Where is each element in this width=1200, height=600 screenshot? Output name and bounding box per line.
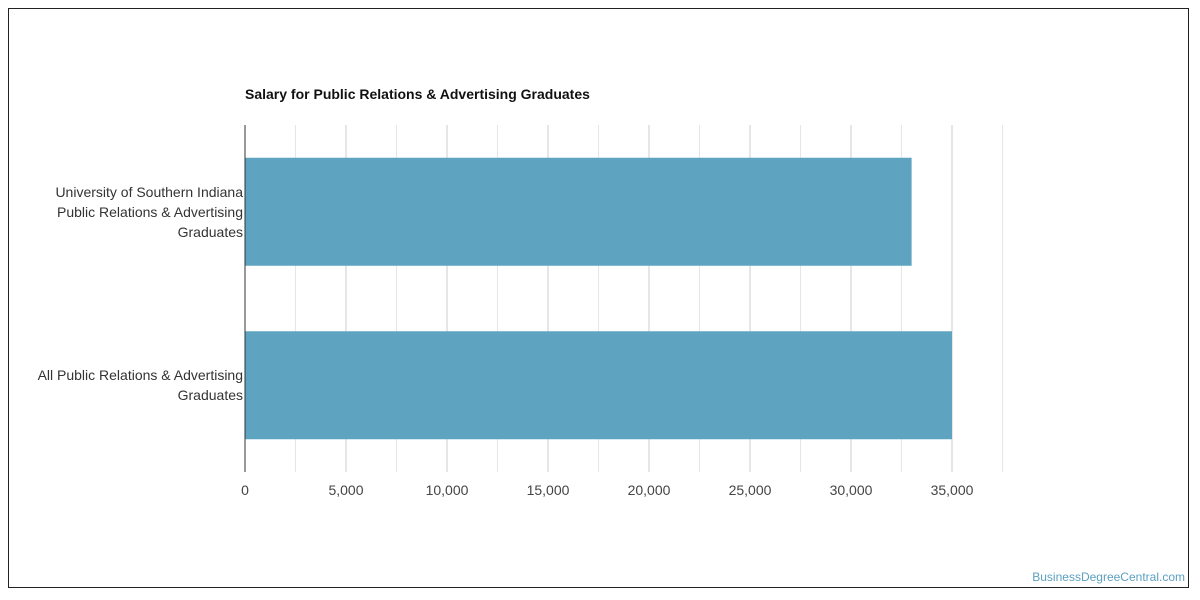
bar-1 xyxy=(245,157,912,266)
x-tick-labels: 0 5,000 10,000 15,000 20,000 25,000 30,000 35,0… xyxy=(241,482,974,498)
watermark: BusinessDegreeCentral.com xyxy=(1032,570,1185,584)
x-tick-label: 0 xyxy=(241,482,249,498)
chart-title: Salary for Public Relations & Advertisin… xyxy=(245,86,590,102)
x-tick-label: 15,000 xyxy=(527,482,570,498)
category-label: University of Southern Indiana Public Re… xyxy=(55,183,243,240)
x-tick-label: 30,000 xyxy=(830,482,873,498)
chart-frame xyxy=(8,8,1189,588)
x-tick-label: 20,000 xyxy=(628,482,671,498)
bar-2 xyxy=(245,331,952,440)
x-tick-label: 5,000 xyxy=(328,482,363,498)
bars xyxy=(245,157,952,440)
category-label: All Public Relations & Advertising Gradu… xyxy=(37,367,243,404)
x-tick-label: 35,000 xyxy=(931,482,974,498)
x-tick-label: 25,000 xyxy=(729,482,772,498)
x-tick-label: 10,000 xyxy=(426,482,469,498)
